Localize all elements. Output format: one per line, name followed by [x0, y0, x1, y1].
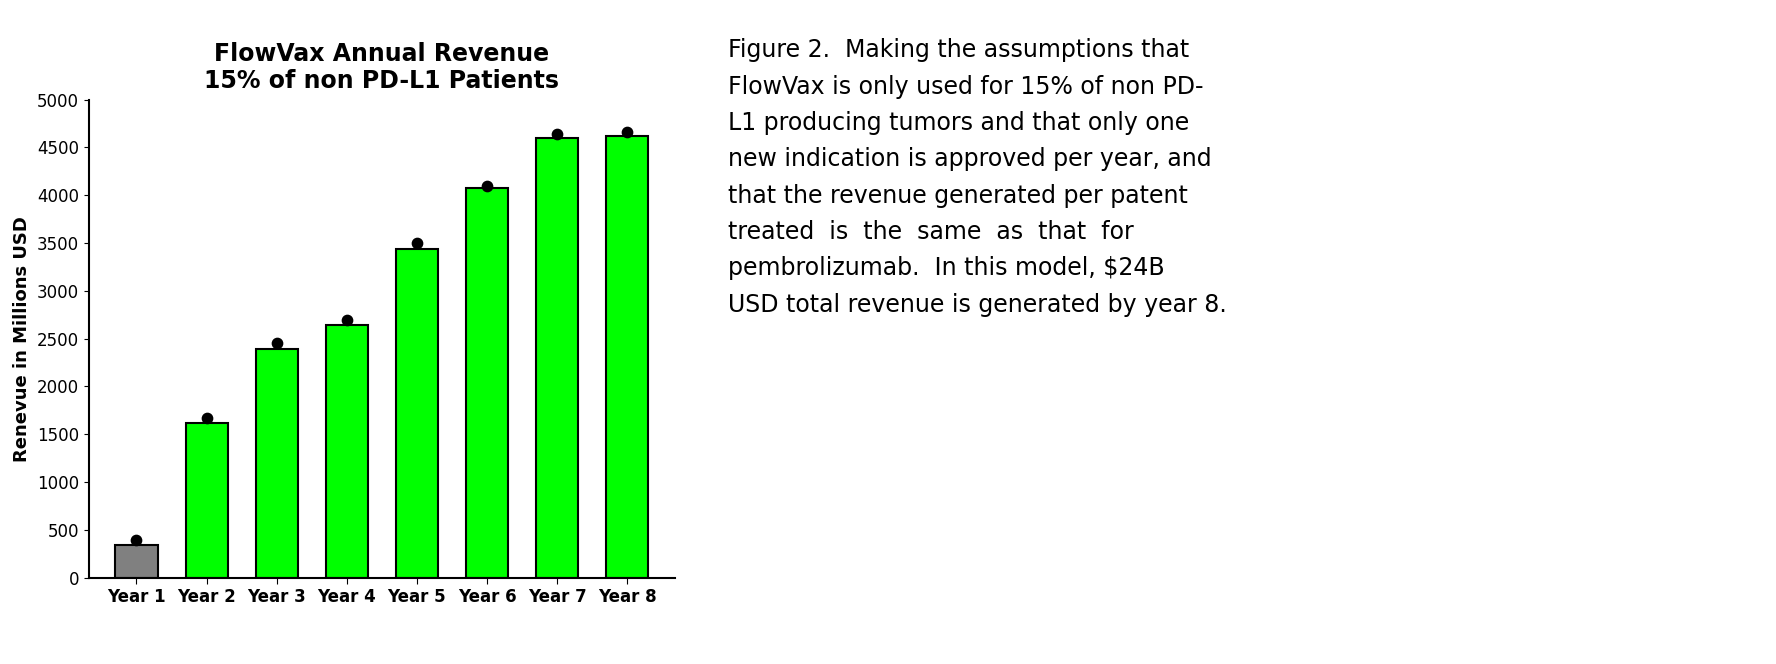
Bar — [536, 138, 579, 578]
Title: FlowVax Annual Revenue
15% of non PD-L1 Patients: FlowVax Annual Revenue 15% of non PD-L1 … — [204, 42, 559, 94]
Point — [263, 338, 291, 349]
Bar — [606, 136, 648, 578]
Bar — [325, 325, 368, 578]
Bar — [256, 349, 298, 578]
Point — [543, 129, 572, 139]
Bar — [465, 187, 508, 578]
Text: Figure 2.  Making the assumptions that
FlowVax is only used for 15% of non PD-
L: Figure 2. Making the assumptions that Fl… — [728, 39, 1227, 317]
Point — [332, 314, 361, 325]
Point — [192, 413, 220, 424]
Point — [123, 535, 151, 546]
Point — [613, 127, 641, 137]
Y-axis label: Renevue in Millions USD: Renevue in Millions USD — [14, 216, 32, 461]
Bar — [185, 423, 227, 578]
Point — [403, 238, 432, 248]
Point — [472, 181, 501, 191]
Bar — [396, 249, 439, 578]
Bar — [115, 545, 158, 578]
